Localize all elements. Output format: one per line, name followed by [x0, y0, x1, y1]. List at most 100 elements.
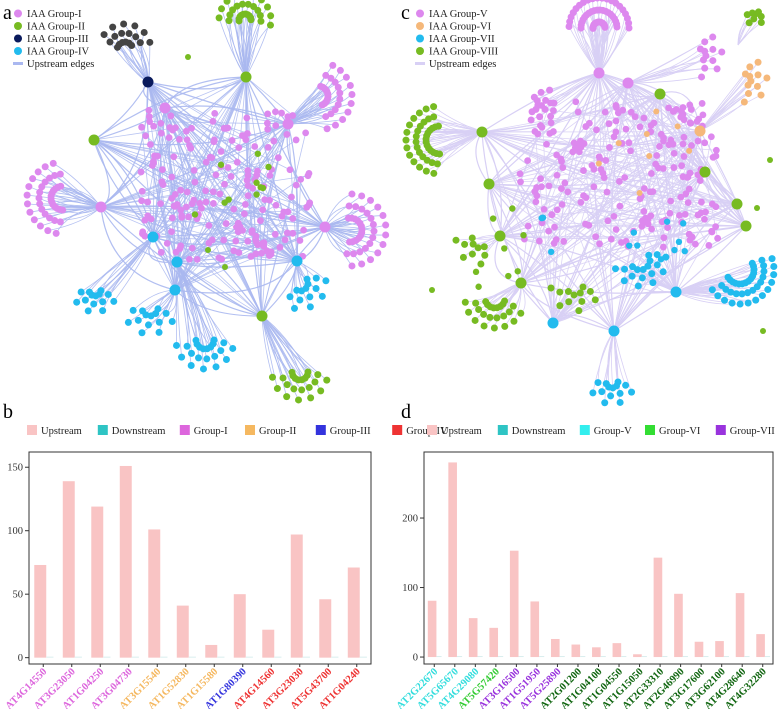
gene-node — [217, 148, 225, 155]
gene-node — [591, 296, 599, 304]
gene-node — [490, 324, 498, 332]
gene-node — [266, 21, 274, 29]
upstream-edge — [245, 24, 271, 78]
gene-node — [172, 124, 179, 132]
gene-node — [306, 303, 314, 311]
gene-node — [323, 376, 331, 384]
y-tick-label: 150 — [7, 463, 23, 474]
gene-node — [261, 196, 269, 204]
legend-swatch — [315, 425, 326, 435]
gene-node — [501, 322, 509, 330]
bar-downstream — [274, 656, 282, 658]
gene-node — [422, 167, 430, 175]
gene-node — [636, 123, 644, 131]
upstream-edge — [627, 59, 704, 84]
gene-node — [712, 203, 720, 211]
upstream-edge — [613, 330, 621, 403]
gene-node — [646, 257, 654, 265]
gene-node — [361, 244, 369, 252]
gene-node — [283, 381, 291, 389]
gene-node — [100, 31, 108, 39]
hub-node — [547, 317, 559, 329]
bar-upstream — [489, 627, 499, 658]
gene-node — [221, 180, 228, 188]
gene-node — [264, 143, 272, 151]
gene-node — [622, 381, 630, 389]
gene-node — [44, 227, 52, 235]
upstream-edge — [688, 202, 747, 227]
upstream-edge — [176, 261, 198, 345]
gene-node — [178, 213, 186, 221]
bar-upstream — [233, 594, 246, 658]
legend-dot — [416, 22, 424, 30]
gene-node — [132, 33, 140, 41]
gene-node — [558, 185, 565, 193]
gene-node — [363, 209, 371, 217]
gene-node — [639, 217, 646, 225]
gene-node — [505, 308, 513, 316]
gene-node — [151, 152, 158, 160]
upstream-edge — [93, 139, 207, 163]
gene-node — [541, 105, 549, 113]
gene-node — [165, 134, 173, 142]
gene-node — [701, 215, 708, 223]
gene-node — [648, 225, 656, 233]
gene-node — [168, 228, 175, 236]
upstream-edge — [164, 107, 257, 240]
gene-node — [188, 200, 196, 208]
gene-node — [760, 262, 768, 270]
gene-node — [403, 144, 411, 152]
gene-node — [182, 127, 190, 135]
gene-node — [254, 167, 261, 175]
gene-node — [268, 373, 276, 381]
gene-node — [369, 221, 377, 229]
gene-node — [616, 398, 624, 406]
gene-node — [41, 163, 49, 171]
upstream-edge — [93, 127, 176, 141]
gene-node — [252, 236, 260, 243]
gene-node — [648, 270, 656, 278]
gene-node — [145, 113, 153, 121]
gene-node — [228, 137, 236, 144]
gene-node — [187, 362, 195, 370]
upstream-edge — [655, 163, 747, 227]
gene-node — [183, 136, 191, 144]
bar-downstream — [46, 656, 54, 658]
gene-node — [157, 248, 165, 256]
gene-node — [574, 108, 582, 116]
upstream-edge — [164, 107, 246, 141]
gene-node — [157, 200, 164, 207]
gene-node — [754, 205, 760, 211]
gene-node — [482, 298, 490, 306]
gene-node — [677, 193, 685, 201]
gene-node — [486, 313, 494, 321]
upstream-edge — [174, 147, 269, 291]
gene-node — [243, 130, 251, 137]
gene-node — [272, 201, 280, 209]
gene-node — [552, 236, 560, 244]
gene-node — [612, 226, 620, 233]
gene-node — [472, 268, 480, 276]
gene-node — [532, 198, 540, 206]
upstream-edge — [699, 84, 749, 132]
gene-node — [367, 256, 375, 264]
legend-swatch — [715, 425, 726, 435]
gene-node — [356, 248, 364, 256]
gene-node — [272, 122, 280, 130]
gene-node — [461, 298, 469, 306]
gene-node — [680, 220, 687, 227]
gene-node — [575, 307, 583, 315]
gene-node — [744, 81, 752, 89]
upstream-edge — [552, 291, 677, 324]
gene-node — [253, 179, 260, 186]
gene-node — [215, 254, 223, 262]
gene-node — [247, 253, 255, 260]
gene-node — [317, 387, 325, 395]
upstream-edge — [481, 131, 610, 148]
bar-downstream — [518, 656, 524, 658]
upstream-edge — [598, 72, 602, 170]
gene-node — [548, 211, 556, 219]
upstream-edge — [520, 191, 654, 284]
gene-node — [209, 188, 217, 196]
